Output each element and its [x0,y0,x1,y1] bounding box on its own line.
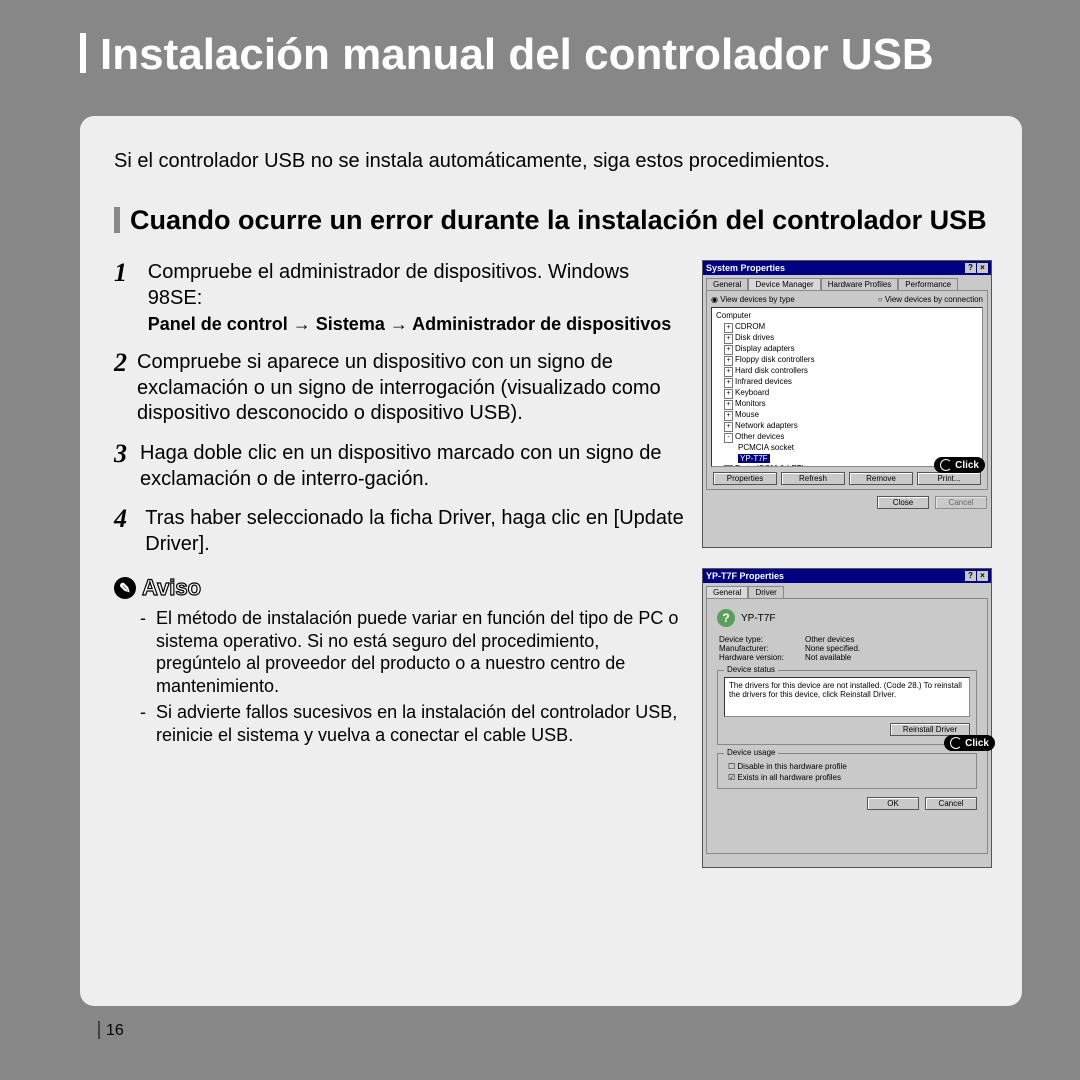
note-icon: ✎ [114,577,136,599]
tree-item[interactable]: +Keyboard [716,388,978,399]
page-number: 16 [98,1021,124,1040]
tab-device-manager[interactable]: Device Manager [748,278,820,290]
step-1: 1 Compruebe el administrador de disposit… [114,260,684,336]
tab-strip: General Device Manager Hardware Profiles… [703,275,991,290]
group-label: Device status [724,665,778,674]
content-card: Si el controlador USB no se instala auto… [80,116,1022,1006]
check-disable-profile[interactable]: Disable in this hardware profile [728,762,970,771]
close-button[interactable]: Close [877,496,929,509]
aviso-list: -El método de instalación puede variar e… [140,607,684,746]
aviso-title: Aviso [142,575,201,601]
kv-val: Not available [805,653,851,662]
aviso-item-text: Si advierte fallos sucesivos en la insta… [156,701,684,746]
page-number-text: 16 [106,1022,124,1039]
step-4: 4 Tras haber seleccionado la ficha Drive… [114,506,684,557]
section-heading-text: Cuando ocurre un error durante la instal… [130,205,987,235]
check-all-profiles[interactable]: Exists in all hardware profiles [728,773,970,782]
kv-val: None specified. [805,644,860,653]
close-icon[interactable]: × [977,571,988,581]
tree-item[interactable]: +Display adapters [716,344,978,355]
step-3: 3 Haga doble clic en un dispositivo marc… [114,441,684,492]
section-bar-accent [114,207,120,233]
ok-button[interactable]: OK [867,797,919,810]
titlebar: System Properties ? × [703,261,991,275]
remove-button[interactable]: Remove [849,472,913,485]
cancel-button[interactable]: Cancel [935,496,987,509]
intro-text: Si el controlador USB no se instala auto… [114,150,992,173]
tree-item[interactable]: +Mouse [716,410,978,421]
tree-item[interactable]: PCMCIA socket [716,443,978,454]
help-icon[interactable]: ? [965,263,976,273]
device-tree[interactable]: Computer+CDROM+Disk drives+Display adapt… [711,307,983,467]
radio-by-type[interactable]: View devices by type [711,295,795,304]
tree-item[interactable]: +Monitors [716,399,978,410]
device-info: Device type: Other devices Manufacturer: N… [719,635,981,662]
section-heading: Cuando ocurre un error durante la instal… [114,205,992,236]
kv-key: Manufacturer: [719,644,799,653]
aviso-heading: ✎ Aviso [114,575,684,601]
group-label: Device usage [724,748,778,757]
step-path-bold: Panel de control → Sistema → Administrad… [148,313,684,336]
window-title: System Properties [706,263,785,273]
device-usage-group: Device usage Disable in this hardware pr… [717,753,977,789]
click-callout: Click [934,457,985,473]
tab-strip: General Driver [703,583,991,598]
print-button[interactable]: Print... [917,472,981,485]
page-title: Instalación manual del controlador USB [0,0,1080,92]
help-icon[interactable]: ? [965,571,976,581]
step-number: 2 [114,350,127,427]
refresh-button[interactable]: Refresh [781,472,845,485]
aviso-item: -El método de instalación puede variar e… [140,607,684,697]
device-name: YP-T7F [741,613,775,624]
tree-item[interactable]: +Hard disk controllers [716,366,978,377]
tree-item[interactable]: +Disk drives [716,333,978,344]
screenshots-column: System Properties ? × General Device Man… [702,260,992,888]
tab-hardware-profiles[interactable]: Hardware Profiles [821,278,899,290]
step-text: Compruebe si aparece un dispositivo con … [137,350,684,427]
cancel-button[interactable]: Cancel [925,797,977,810]
kv-key: Hardware version: [719,653,799,662]
properties-button[interactable]: Properties [713,472,777,485]
device-question-icon: ? [717,609,735,627]
tree-item[interactable]: +Network adapters [716,421,978,432]
aviso-item-text: El método de instalación puede variar en… [156,607,684,697]
device-properties-dialog: YP-T7F Properties ? × General Driver ? Y… [702,568,992,868]
tree-item[interactable]: +Infrared devices [716,377,978,388]
title-bar-accent [80,33,86,73]
tree-item[interactable]: Computer [716,311,978,322]
click-label: Click [965,738,989,749]
steps-column: 1 Compruebe el administrador de disposit… [114,260,684,888]
tree-item[interactable]: +Floppy disk controllers [716,355,978,366]
window-title: YP-T7F Properties [706,571,784,581]
step-2: 2 Compruebe si aparece un dispositivo co… [114,350,684,427]
tree-item[interactable]: +CDROM [716,322,978,333]
radio-by-connection[interactable]: View devices by connection [878,295,983,304]
tab-general[interactable]: General [706,278,748,290]
titlebar: YP-T7F Properties ? × [703,569,991,583]
close-icon[interactable]: × [977,263,988,273]
step-number: 1 [114,260,138,336]
tab-performance[interactable]: Performance [898,278,958,290]
step-number: 3 [114,441,130,492]
step-text: Compruebe el administrador de dispositiv… [148,261,629,309]
click-callout: Click [944,735,995,751]
tree-item[interactable]: -Other devices [716,432,978,443]
step-number: 4 [114,506,135,557]
page-title-text: Instalación manual del controlador USB [100,30,934,79]
step-text: Tras haber seleccionado la ficha Driver,… [145,506,684,557]
system-properties-dialog: System Properties ? × General Device Man… [702,260,992,548]
tab-general[interactable]: General [706,586,748,598]
device-status-text: The drivers for this device are not inst… [724,677,970,717]
step-text: Haga doble clic en un dispositivo marcad… [140,441,684,492]
kv-key: Device type: [719,635,799,644]
kv-val: Other devices [805,635,854,644]
tab-driver[interactable]: Driver [748,586,783,598]
device-status-group: Device status The drivers for this devic… [717,670,977,745]
click-label: Click [955,460,979,471]
aviso-item: -Si advierte fallos sucesivos en la inst… [140,701,684,746]
